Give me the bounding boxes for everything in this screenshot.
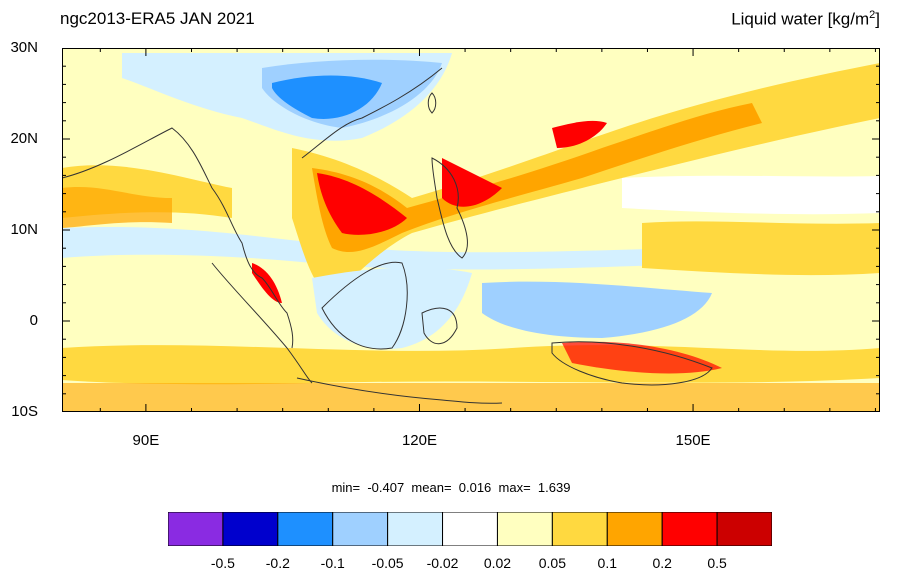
- field-patch-yellow-south: [62, 345, 880, 385]
- field-patch-red-malaya: [252, 263, 282, 303]
- colorbar-swatch: [222, 512, 279, 546]
- coastline-new-guinea: [551, 341, 713, 386]
- lat-label: 0: [29, 312, 38, 329]
- colorbar-label: -0.1: [320, 555, 345, 571]
- colorbar-label: 0.2: [652, 555, 672, 571]
- field-patch-orange-south: [62, 383, 880, 412]
- map-panel: [62, 48, 880, 412]
- lon-label: 90E: [132, 432, 160, 449]
- colorbar-label: 0.1: [597, 555, 617, 571]
- coastline-borneo: [321, 261, 408, 350]
- field-patch-yellow-east: [642, 221, 880, 276]
- lon-label: 120E: [401, 432, 437, 449]
- colorbar-label: 0.02: [483, 555, 512, 571]
- coastline-sumatra: [211, 262, 313, 384]
- field-patch-light-blue-celebes: [482, 281, 712, 338]
- colorbar-swatch: [277, 512, 334, 546]
- coastline-philippines: [431, 157, 468, 259]
- field-patch-red-pacific: [552, 120, 607, 148]
- field-patch-red-philippines: [442, 158, 502, 207]
- coastline-layer: [62, 67, 713, 404]
- plot-title-left: ngc2013-ERA5 JAN 2021: [60, 9, 255, 28]
- lat-label: 10S: [11, 403, 38, 420]
- field-patch-red-new-guinea: [562, 341, 722, 374]
- colorbar: [168, 512, 772, 546]
- lon-label: 150E: [675, 432, 711, 449]
- colorbar-swatch: [496, 512, 553, 546]
- units-superscript: 2: [869, 9, 876, 21]
- colorbar-label: -0.02: [426, 555, 459, 571]
- axis-ticks: [62, 48, 880, 412]
- coastline-sulawesi: [421, 307, 458, 345]
- colorbar-swatch: [387, 512, 444, 546]
- field-patch-white-east: [622, 175, 880, 215]
- coastline-java: [296, 377, 503, 404]
- colorbar-swatch: [168, 512, 224, 546]
- colorbar-label: 0.5: [707, 555, 727, 571]
- colorbar-swatch: [606, 512, 663, 546]
- colorbar-label: -0.2: [265, 555, 290, 571]
- field-layer: [62, 53, 880, 412]
- colorbar-swatch: [442, 512, 498, 546]
- colorbar-swatch: [661, 512, 718, 546]
- colorbar-swatch: [716, 512, 772, 546]
- field-patch-blue-north: [272, 75, 382, 119]
- field-patch-orange-diagonal: [312, 103, 762, 253]
- colorbar-label: -0.5: [210, 555, 235, 571]
- colorbar-label: 0.05: [538, 555, 566, 571]
- field-statistics: min= -0.407 mean= 0.016 max= 1.639: [331, 480, 571, 495]
- units-label: Liquid water [kg/m: [731, 9, 870, 29]
- lat-label: 30N: [10, 39, 38, 56]
- plot-title-right: Liquid water [kg/m2]: [731, 9, 880, 30]
- field-patch-orange-west: [62, 186, 172, 228]
- field-patch-red-south-china-sea: [317, 173, 407, 235]
- field-patch-pale-blue-borneo: [312, 267, 472, 349]
- coastline-mainland-asia: [62, 127, 294, 349]
- colorbar-label: -0.05: [371, 555, 404, 571]
- coastline-china: [301, 67, 443, 159]
- lat-label: 20N: [10, 130, 38, 147]
- colorbar-swatch: [551, 512, 608, 546]
- lat-label: 10N: [10, 221, 38, 238]
- coastline-taiwan: [427, 92, 437, 114]
- colorbar-swatch: [332, 512, 389, 546]
- units-bracket: ]: [875, 9, 880, 29]
